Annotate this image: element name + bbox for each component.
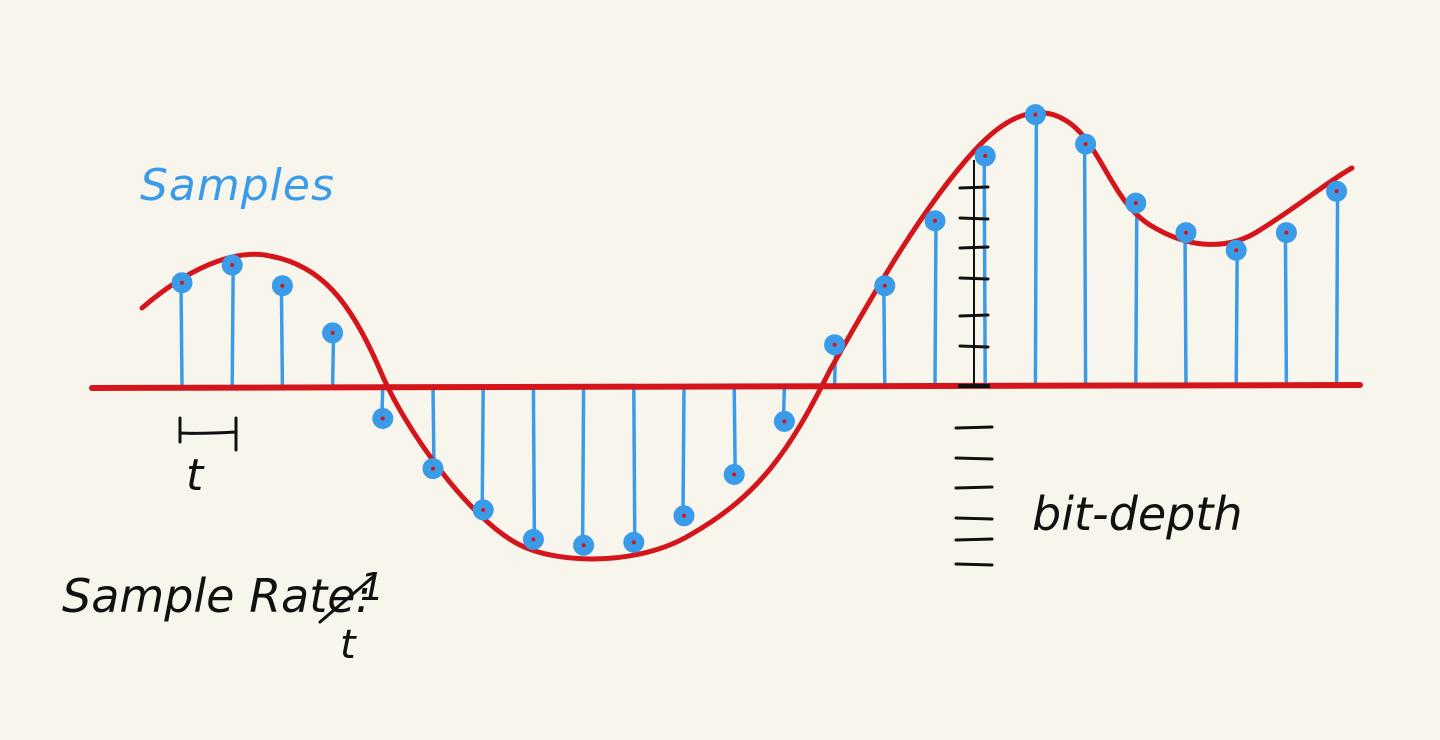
sample-point-core [782, 419, 787, 424]
sample-stem [632, 384, 637, 545]
bit-depth-tick [954, 516, 994, 521]
sample-stem [279, 283, 285, 388]
sample-point-core [732, 472, 737, 477]
bit-depth-tick [954, 562, 994, 567]
bit-depth-tick [954, 456, 994, 461]
sample-stem [531, 384, 537, 542]
sample-stem [1183, 230, 1188, 388]
sample-point-core [1083, 142, 1088, 147]
sample-stem [179, 281, 184, 388]
sample-stem [681, 384, 686, 518]
samples-label: Samples [140, 160, 335, 211]
sample-point-core [1234, 248, 1239, 253]
sample-point-core [1284, 230, 1289, 235]
sample-point-core [1133, 201, 1138, 206]
sample-stem [882, 283, 887, 388]
sample-stem [1134, 201, 1139, 388]
bit-depth-tick [954, 485, 994, 490]
sample-rate-fraction: 1 t [318, 565, 384, 668]
rate-numerator: 1 [360, 565, 384, 609]
sample-point-core [481, 507, 486, 512]
bit-depth-tick [958, 216, 990, 221]
sample-stem [1334, 189, 1340, 388]
sample-point-core [431, 466, 435, 471]
time-axis [89, 382, 1363, 391]
sample-point-core [882, 283, 887, 288]
sample-stem [732, 384, 737, 477]
sample-point-core [380, 416, 385, 421]
fraction-slash [318, 574, 376, 624]
signal-curve [139, 110, 1355, 562]
sample-stem [1082, 142, 1088, 388]
sample-point-core [983, 153, 988, 158]
sample-point-core [280, 283, 285, 288]
sample-point-core [1184, 230, 1188, 235]
sample-point-core [1334, 189, 1339, 194]
bit-depth-scale [954, 160, 994, 567]
sample-point-core [330, 330, 335, 335]
sample-stem [580, 384, 586, 548]
sample-stem [431, 384, 436, 471]
sample-point-core [180, 280, 184, 285]
bit-depth-tick [958, 276, 990, 281]
bit-depth-tick [958, 344, 990, 349]
bit-depth-label: bit-depth [1032, 487, 1243, 541]
bit-depth-tick [954, 537, 994, 542]
bit-depth-tick [958, 185, 990, 190]
sample-stem [480, 384, 485, 512]
sample-point-core [581, 543, 586, 548]
interval-bracket [178, 416, 238, 452]
sample-point-core [682, 513, 686, 518]
sample-stem [1283, 230, 1289, 388]
sample-point-core [832, 342, 837, 347]
sample-stem [1033, 112, 1039, 388]
rate-denominator: t [340, 622, 357, 668]
sample-point-core [1033, 112, 1038, 117]
sample-stem [1234, 248, 1239, 388]
sample-stem [933, 219, 938, 388]
sample-rate-label: Sample Rate: [62, 569, 371, 623]
bit-depth-tick [954, 425, 994, 430]
sample-point-core [933, 218, 937, 223]
bit-depth-tick [958, 245, 990, 250]
sample-point-core [230, 263, 235, 268]
sample-markers [171, 104, 1348, 556]
sample-point-core [631, 540, 636, 545]
bit-depth-tick [958, 313, 990, 318]
sample-stem [982, 154, 987, 388]
sample-stem [230, 263, 235, 388]
sample-point-core [531, 537, 536, 542]
interval-label: t [186, 450, 205, 501]
